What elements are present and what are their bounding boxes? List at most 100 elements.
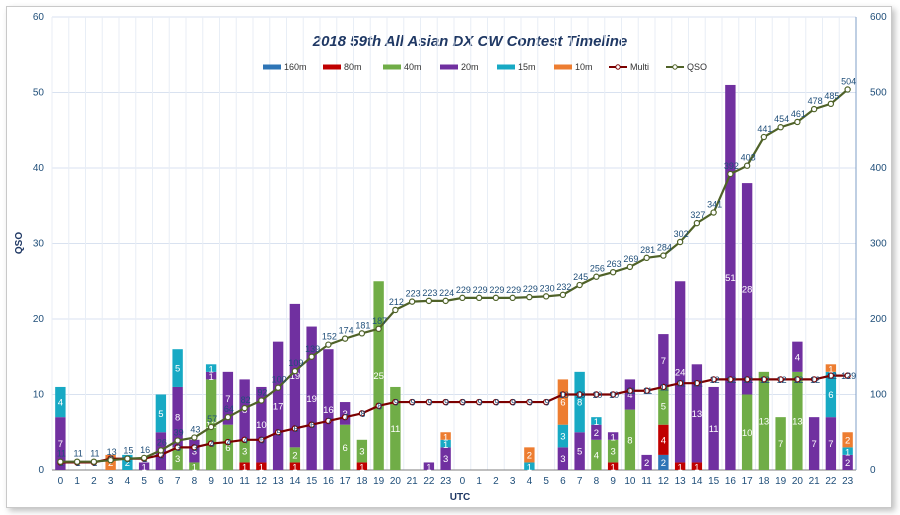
y2-tick-label: 100 xyxy=(870,390,887,401)
bar-label-40m: 3 xyxy=(610,447,615,458)
marker-Multi xyxy=(576,391,583,398)
legend-text-10m: 10m xyxy=(575,62,593,72)
y-tick-label: 10 xyxy=(33,390,45,401)
bar-15m xyxy=(205,364,217,372)
y-tick-label: 50 xyxy=(33,88,45,99)
point-label-Multi: 6 xyxy=(293,424,298,434)
x-tick-label: 21 xyxy=(407,476,419,487)
point-label-Multi: 2 xyxy=(159,450,164,460)
marker-QSO xyxy=(827,100,835,108)
legend-marker-QSO xyxy=(672,64,678,70)
point-label-QSO: 232 xyxy=(556,282,571,292)
point-label-QSO: 504 xyxy=(841,76,856,86)
marker-QSO xyxy=(626,263,634,271)
point-label-QSO: 341 xyxy=(707,200,722,210)
x-tick-label: 0 xyxy=(58,476,64,487)
x-tick-label: 18 xyxy=(758,476,770,487)
bar-10m xyxy=(825,364,837,372)
bar-80m xyxy=(658,424,669,455)
marker-QSO xyxy=(140,454,148,462)
bar-label-15m: 4 xyxy=(58,398,63,409)
y2-tick-label: 500 xyxy=(870,88,887,99)
bar-80m xyxy=(256,462,267,470)
bar-80m xyxy=(239,462,250,470)
marker-QSO xyxy=(442,297,449,305)
marker-QSO xyxy=(258,397,265,404)
bar-label-20m: 24 xyxy=(675,367,686,378)
marker-Multi xyxy=(459,398,466,406)
point-label-Multi: 5 xyxy=(277,428,282,438)
bar-label-10m: 1 xyxy=(443,432,448,443)
legend-item-80m: 80m xyxy=(323,62,362,72)
marker-QSO xyxy=(107,456,114,464)
marker-QSO xyxy=(475,294,483,302)
marker-QSO xyxy=(459,294,466,302)
bar-label-20m: 11 xyxy=(709,424,719,435)
legend-text-160m: 160m xyxy=(284,62,307,72)
bar-label-15m: 8 xyxy=(577,398,582,409)
point-label-QSO: 461 xyxy=(791,109,806,119)
legend-swatch-40m xyxy=(383,64,401,70)
marker-QSO xyxy=(124,455,131,462)
marker-QSO xyxy=(693,219,701,227)
point-label-Multi: 8 xyxy=(360,409,365,419)
x-tick-label: 5 xyxy=(543,476,549,487)
x-tick-label: 2 xyxy=(91,476,97,487)
x-tick-label: 8 xyxy=(594,476,600,487)
point-label-Multi: 9 xyxy=(411,398,416,408)
marker-Multi xyxy=(693,379,701,387)
point-label-Multi: 129 xyxy=(841,371,856,381)
legend-item-Multi: Multi xyxy=(609,62,649,72)
marker-Multi xyxy=(526,398,533,406)
marker-Multi xyxy=(509,398,516,406)
bar-40m xyxy=(356,439,368,463)
point-label-Multi: 9 xyxy=(461,398,466,408)
x-tick-label: 23 xyxy=(440,476,452,487)
x-tick-label: 20 xyxy=(390,476,402,487)
bar-label-20m: 8 xyxy=(175,413,180,424)
marker-QSO xyxy=(542,293,550,300)
legend-text-Multi: Multi xyxy=(630,62,649,72)
bar-20m xyxy=(205,371,217,380)
bar-20m xyxy=(842,454,853,470)
point-label-QSO: 223 xyxy=(422,288,437,298)
bar-20m xyxy=(808,417,820,470)
marker-QSO xyxy=(174,437,181,444)
bar-20m xyxy=(289,303,301,448)
x-tick-label: 4 xyxy=(125,476,131,487)
legend-text-15m: 15m xyxy=(518,62,536,72)
bar-20m xyxy=(423,462,435,470)
bar-label-20m: 7 xyxy=(225,394,230,405)
bar-20m xyxy=(792,341,803,372)
x-tick-label: 16 xyxy=(323,476,335,487)
x-tick-label: 22 xyxy=(825,476,837,487)
point-label-Multi: 12 xyxy=(710,375,720,385)
point-label-QSO: 403 xyxy=(741,153,756,163)
marker-QSO xyxy=(844,86,851,93)
point-label-Multi: 9 xyxy=(478,398,483,408)
y-tick-label: 30 xyxy=(33,239,45,250)
x-tick-label: 15 xyxy=(708,476,720,487)
bar-40m xyxy=(741,394,753,470)
marker-Multi xyxy=(375,402,382,410)
x-tick-label: 7 xyxy=(577,476,583,487)
legend-swatch-20m xyxy=(440,64,458,70)
marker-QSO xyxy=(777,124,784,131)
x-tick-label: 10 xyxy=(222,476,234,487)
point-label-QSO: 284 xyxy=(657,243,672,253)
x-tick-label: 3 xyxy=(108,476,114,487)
bar-15m xyxy=(574,371,585,433)
marker-QSO xyxy=(325,341,332,348)
point-label-Multi: 9 xyxy=(394,398,399,408)
point-label-QSO: 212 xyxy=(389,297,404,307)
point-label-QSO: 392 xyxy=(724,161,739,171)
bar-10m xyxy=(524,447,535,463)
point-label-Multi: 9 xyxy=(511,398,516,408)
bar-80m xyxy=(691,462,703,470)
bar-label-20m: 7 xyxy=(661,356,666,367)
point-label-QSO: 187 xyxy=(372,316,387,326)
x-tick-label: 3 xyxy=(510,476,516,487)
x-tick-label: 4 xyxy=(527,476,533,487)
bar-15m xyxy=(825,371,837,418)
bar-15m xyxy=(524,462,535,470)
